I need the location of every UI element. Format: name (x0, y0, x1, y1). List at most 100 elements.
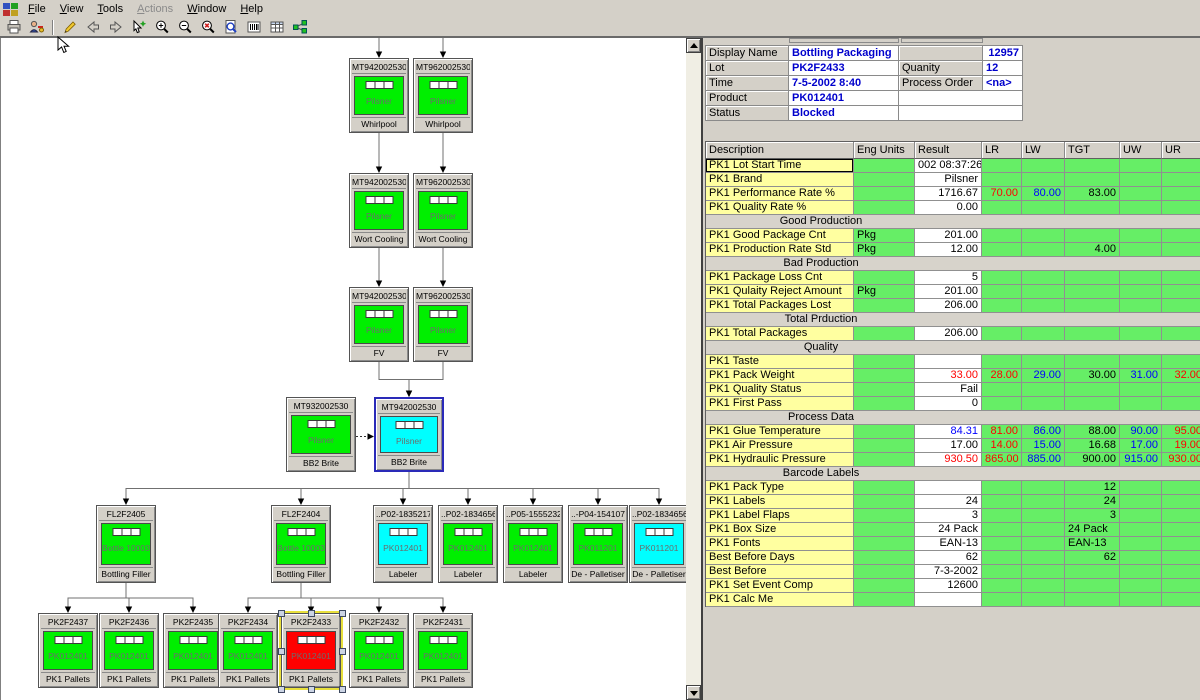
limit-cell[interactable] (854, 537, 915, 551)
description-cell[interactable]: PK1 Calc Me (706, 593, 854, 607)
diagram-node-fl2[interactable]: FL2F2404 Bottle 10003 Bottling Filler (271, 505, 331, 583)
menu-file[interactable]: File (28, 2, 46, 15)
limit-cell[interactable]: 4.00 (1065, 243, 1120, 257)
limit-cell[interactable]: 86.00 (1022, 425, 1065, 439)
menu-tools[interactable]: Tools (97, 2, 124, 15)
limit-cell[interactable] (854, 271, 915, 285)
limit-cell[interactable] (1120, 285, 1162, 299)
diagram-node-wc2[interactable]: MT962002530 Pilsner Wort Cooling (413, 173, 473, 248)
limit-cell[interactable] (1162, 201, 1200, 215)
limit-cell[interactable] (1120, 565, 1162, 579)
limit-cell[interactable] (1065, 593, 1120, 607)
limit-cell[interactable] (982, 481, 1022, 495)
description-cell[interactable]: PK1 Labels (706, 495, 854, 509)
limit-cell[interactable] (1162, 537, 1200, 551)
limit-cell[interactable] (982, 229, 1022, 243)
limit-cell[interactable] (1120, 243, 1162, 257)
limit-cell[interactable] (1162, 551, 1200, 565)
description-cell[interactable]: PK1 Total Packages Lost (706, 299, 854, 313)
result-cell[interactable]: 24 Pack (915, 523, 982, 537)
limit-cell[interactable]: 80.00 (1022, 187, 1065, 201)
diagram-node-p6[interactable]: PK2F2436 PK012401 PK1 Pallets (99, 613, 159, 688)
limit-cell[interactable] (982, 173, 1022, 187)
edit-pencil-icon[interactable] (58, 18, 81, 36)
limit-cell[interactable] (854, 593, 915, 607)
zoom-cancel-icon[interactable] (196, 18, 219, 36)
limit-cell[interactable] (1120, 327, 1162, 341)
limit-cell[interactable]: 12 (1065, 481, 1120, 495)
limit-cell[interactable] (854, 509, 915, 523)
limit-cell[interactable] (1022, 523, 1065, 537)
diagram-node-p1[interactable]: PK2F2431 PK012401 PK1 Pallets (413, 613, 473, 688)
limit-cell[interactable] (1162, 509, 1200, 523)
limit-cell[interactable] (854, 383, 915, 397)
limit-cell[interactable] (1120, 551, 1162, 565)
limit-cell[interactable] (1065, 327, 1120, 341)
diagram-node-dp1[interactable]: ..-P04-154107 PK011201 De - Palletiser (568, 505, 628, 583)
limit-cell[interactable] (1022, 173, 1065, 187)
limit-cell[interactable] (854, 201, 915, 215)
limit-cell[interactable] (1022, 355, 1065, 369)
limit-cell[interactable]: 24 (1065, 495, 1120, 509)
diagram-node-dp2[interactable]: ..P02-1834656 PK011201 De - Palletiser (629, 505, 686, 583)
diagram-node-fl1[interactable]: FL2F2405 Bottle 10003 Bottling Filler (96, 505, 156, 583)
limit-cell[interactable] (1162, 285, 1200, 299)
limit-cell[interactable] (1022, 397, 1065, 411)
limit-cell[interactable] (1162, 579, 1200, 593)
result-cell[interactable]: 206.00 (915, 299, 982, 313)
limit-cell[interactable]: 19.00 (1162, 439, 1200, 453)
limit-cell[interactable]: 30.00 (1065, 369, 1120, 383)
limit-cell[interactable] (854, 299, 915, 313)
limit-cell[interactable] (1162, 299, 1200, 313)
description-cell[interactable]: PK1 Hydraulic Pressure (706, 453, 854, 467)
selection-handle[interactable] (278, 686, 285, 693)
limit-cell[interactable] (854, 397, 915, 411)
limit-cell[interactable] (1162, 271, 1200, 285)
limit-cell[interactable]: 930.00 (1162, 453, 1200, 467)
limit-cell[interactable] (982, 271, 1022, 285)
limit-cell[interactable] (1065, 285, 1120, 299)
limit-cell[interactable] (1162, 495, 1200, 509)
limit-cell[interactable] (1162, 565, 1200, 579)
description-cell[interactable]: PK1 Brand (706, 173, 854, 187)
result-cell[interactable]: 201.00 (915, 229, 982, 243)
description-cell[interactable]: PK1 Quality Status (706, 383, 854, 397)
result-cell[interactable]: 33.00 (915, 369, 982, 383)
limit-cell[interactable] (1022, 565, 1065, 579)
menu-actions[interactable]: Actions (137, 2, 174, 15)
limit-cell[interactable] (982, 579, 1022, 593)
limit-cell[interactable] (1120, 201, 1162, 215)
menu-view[interactable]: View (59, 2, 84, 15)
limit-cell[interactable] (1065, 159, 1120, 173)
limit-cell[interactable] (1120, 397, 1162, 411)
limit-cell[interactable]: 3 (1065, 509, 1120, 523)
limit-cell[interactable] (1022, 579, 1065, 593)
limit-cell[interactable] (982, 327, 1022, 341)
limit-cell[interactable] (1162, 187, 1200, 201)
limit-cell[interactable] (854, 327, 915, 341)
limit-cell[interactable] (1120, 495, 1162, 509)
limit-cell[interactable] (1065, 229, 1120, 243)
limit-cell[interactable] (1120, 355, 1162, 369)
limit-cell[interactable] (1022, 537, 1065, 551)
diagram-node-lb2[interactable]: ..P02-1834656 PK012401 Labeler (438, 505, 498, 583)
limit-cell[interactable] (1022, 201, 1065, 215)
limit-cell[interactable] (1120, 229, 1162, 243)
forward-arrow-icon[interactable] (104, 18, 127, 36)
limit-cell[interactable] (1022, 551, 1065, 565)
limit-cell[interactable]: 83.00 (1065, 187, 1120, 201)
description-cell[interactable]: PK1 Lot Start Time (706, 159, 854, 173)
user-permissions-icon[interactable] (25, 18, 48, 36)
limit-cell[interactable] (854, 495, 915, 509)
limit-cell[interactable] (1162, 481, 1200, 495)
limit-cell[interactable] (1162, 523, 1200, 537)
limit-cell[interactable] (1065, 579, 1120, 593)
limit-cell[interactable]: 885.00 (1022, 453, 1065, 467)
limit-cell[interactable] (982, 243, 1022, 257)
result-cell[interactable]: 3 (915, 509, 982, 523)
limit-cell[interactable] (982, 383, 1022, 397)
limit-cell[interactable] (982, 509, 1022, 523)
limit-cell[interactable] (982, 159, 1022, 173)
limit-cell[interactable] (1022, 383, 1065, 397)
description-cell[interactable]: PK1 Fonts (706, 537, 854, 551)
